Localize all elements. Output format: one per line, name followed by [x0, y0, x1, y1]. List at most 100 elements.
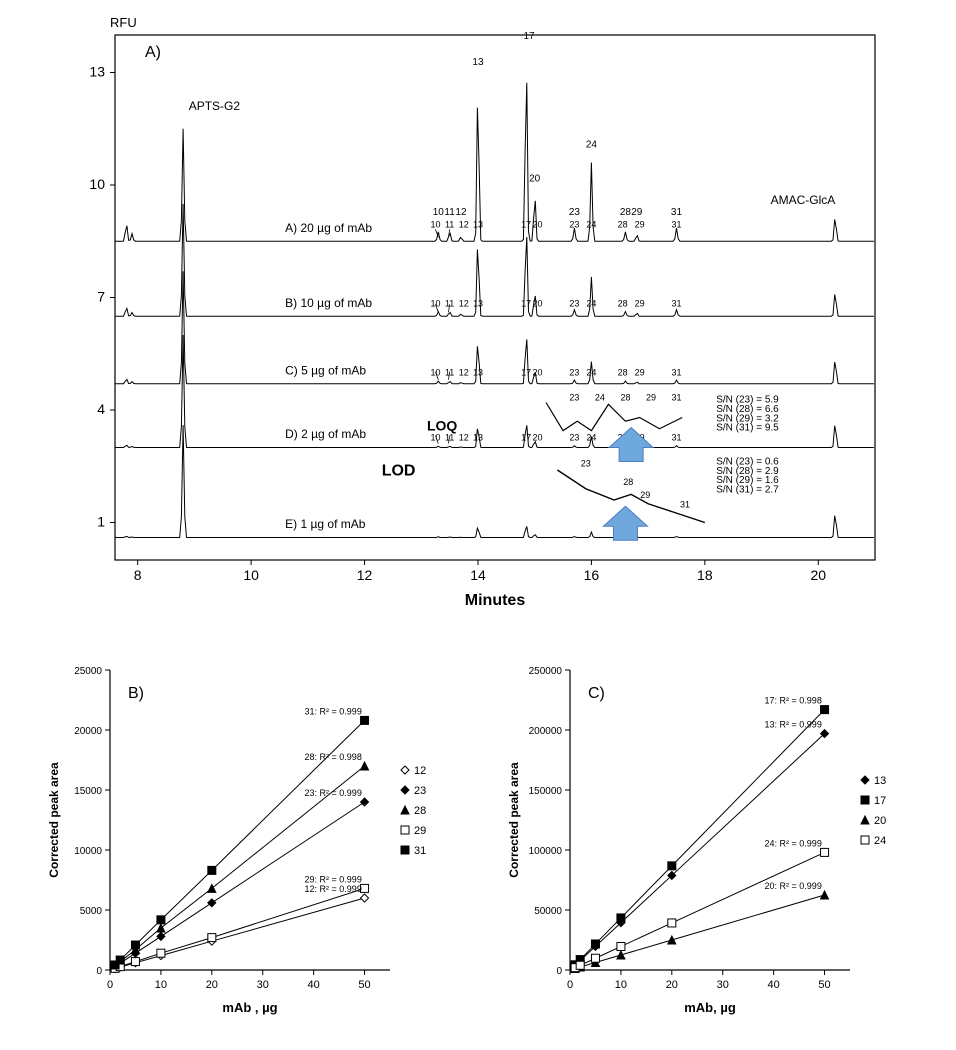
svg-text:17: R² = 0.998: 17: R² = 0.998 [765, 696, 822, 706]
svg-text:LOQ: LOQ [427, 418, 457, 434]
svg-text:28: 28 [618, 219, 628, 229]
svg-text:13: R² = 0.999: 13: R² = 0.999 [765, 720, 822, 730]
svg-text:20: 20 [529, 173, 541, 184]
svg-text:13: 13 [473, 298, 483, 308]
svg-text:20000: 20000 [74, 726, 102, 737]
svg-text:13: 13 [473, 432, 483, 442]
svg-text:28: 28 [414, 805, 426, 817]
svg-text:20: 20 [533, 298, 543, 308]
svg-text:10: 10 [430, 219, 440, 229]
svg-text:20: 20 [533, 432, 543, 442]
svg-text:23: 23 [569, 298, 579, 308]
svg-text:250000: 250000 [529, 666, 563, 677]
svg-text:28: 28 [618, 298, 628, 308]
svg-text:31: 31 [680, 500, 690, 510]
svg-text:31: 31 [671, 368, 681, 378]
svg-text:Corrected peak area: Corrected peak area [507, 762, 521, 878]
svg-text:11: 11 [444, 207, 455, 218]
figure-root: 14710138101214161820RFUMinutesA)A) 20 µg… [0, 0, 956, 1050]
svg-text:31: 31 [671, 432, 681, 442]
svg-text:20: R² = 0.999: 20: R² = 0.999 [765, 881, 822, 891]
svg-text:29: 29 [635, 298, 645, 308]
svg-text:24: 24 [586, 298, 596, 308]
svg-text:20: 20 [874, 815, 886, 827]
svg-text:12: 12 [459, 432, 469, 442]
svg-text:28: 28 [618, 368, 628, 378]
svg-text:24: 24 [586, 219, 596, 229]
svg-text:150000: 150000 [529, 786, 563, 797]
svg-text:10000: 10000 [74, 846, 102, 857]
svg-text:13: 13 [473, 219, 483, 229]
svg-text:10: 10 [433, 207, 445, 218]
svg-text:18: 18 [697, 567, 713, 583]
svg-text:Minutes: Minutes [465, 592, 526, 609]
svg-text:20: 20 [666, 979, 678, 991]
svg-text:40: 40 [768, 979, 780, 991]
svg-text:8: 8 [134, 567, 142, 583]
svg-text:12: 12 [455, 207, 467, 218]
panel-b-linearity: 050001000015000200002500001020304050mAb … [40, 650, 480, 1030]
svg-text:B) 10 µg of mAb: B) 10 µg of mAb [285, 296, 372, 310]
svg-text:50: 50 [818, 979, 830, 991]
svg-text:31: R² = 0.999: 31: R² = 0.999 [305, 706, 362, 716]
svg-text:15000: 15000 [74, 786, 102, 797]
svg-text:40: 40 [308, 979, 320, 991]
svg-text:E) 1 µg of mAb: E) 1 µg of mAb [285, 517, 366, 531]
svg-text:12: R² = 0.999: 12: R² = 0.999 [305, 884, 362, 894]
svg-text:B): B) [128, 685, 144, 702]
svg-text:13: 13 [472, 57, 484, 68]
svg-text:17: 17 [874, 795, 886, 807]
svg-text:10: 10 [155, 979, 167, 991]
svg-text:24: 24 [595, 393, 605, 403]
svg-text:24: 24 [586, 368, 596, 378]
svg-text:D) 2 µg of mAb: D) 2 µg of mAb [285, 427, 366, 441]
panel-a-chromatogram: 14710138101214161820RFUMinutesA)A) 20 µg… [60, 10, 890, 620]
svg-text:23: R² = 0.999: 23: R² = 0.999 [305, 788, 362, 798]
svg-text:28: 28 [623, 477, 633, 487]
svg-text:100000: 100000 [529, 846, 563, 857]
svg-text:23: 23 [569, 368, 579, 378]
svg-text:12: 12 [459, 298, 469, 308]
svg-text:0: 0 [107, 979, 113, 991]
svg-text:10: 10 [89, 176, 105, 192]
svg-text:29: 29 [414, 825, 426, 837]
svg-text:12: 12 [459, 368, 469, 378]
svg-text:24: 24 [586, 432, 596, 442]
svg-text:200000: 200000 [529, 726, 563, 737]
svg-text:23: 23 [414, 785, 426, 797]
svg-text:23: 23 [569, 207, 581, 218]
svg-text:28: 28 [620, 207, 632, 218]
svg-text:mAb, µg: mAb, µg [684, 1000, 736, 1015]
svg-text:24: R² = 0.999: 24: R² = 0.999 [765, 838, 822, 848]
svg-text:29: 29 [635, 368, 645, 378]
svg-text:13: 13 [89, 64, 105, 80]
svg-text:12: 12 [357, 567, 373, 583]
svg-text:5000: 5000 [80, 906, 103, 917]
svg-text:29: 29 [635, 219, 645, 229]
svg-text:31: 31 [671, 219, 681, 229]
svg-text:24: 24 [874, 835, 886, 847]
svg-text:24: 24 [586, 140, 598, 151]
svg-text:23: 23 [581, 458, 591, 468]
svg-text:10: 10 [430, 432, 440, 442]
svg-text:50000: 50000 [534, 906, 562, 917]
panel-c-linearity: 0500001000001500002000002500000102030405… [500, 650, 940, 1030]
svg-text:20: 20 [206, 979, 218, 991]
svg-text:23: 23 [569, 432, 579, 442]
svg-text:RFU: RFU [110, 15, 137, 30]
svg-text:17: 17 [521, 368, 531, 378]
svg-text:23: 23 [569, 219, 579, 229]
svg-text:31: 31 [414, 845, 426, 857]
svg-text:31: 31 [671, 207, 683, 218]
svg-text:12: 12 [459, 219, 469, 229]
svg-text:11: 11 [445, 219, 454, 229]
svg-text:25000: 25000 [74, 666, 102, 677]
svg-text:0: 0 [567, 979, 573, 991]
svg-text:13: 13 [473, 368, 483, 378]
svg-text:0: 0 [556, 966, 562, 977]
svg-text:17: 17 [521, 432, 531, 442]
svg-text:31: 31 [671, 393, 681, 403]
svg-text:29: 29 [631, 207, 643, 218]
svg-text:10: 10 [430, 298, 440, 308]
svg-text:S/N (31) = 9.5: S/N (31) = 9.5 [716, 423, 779, 434]
